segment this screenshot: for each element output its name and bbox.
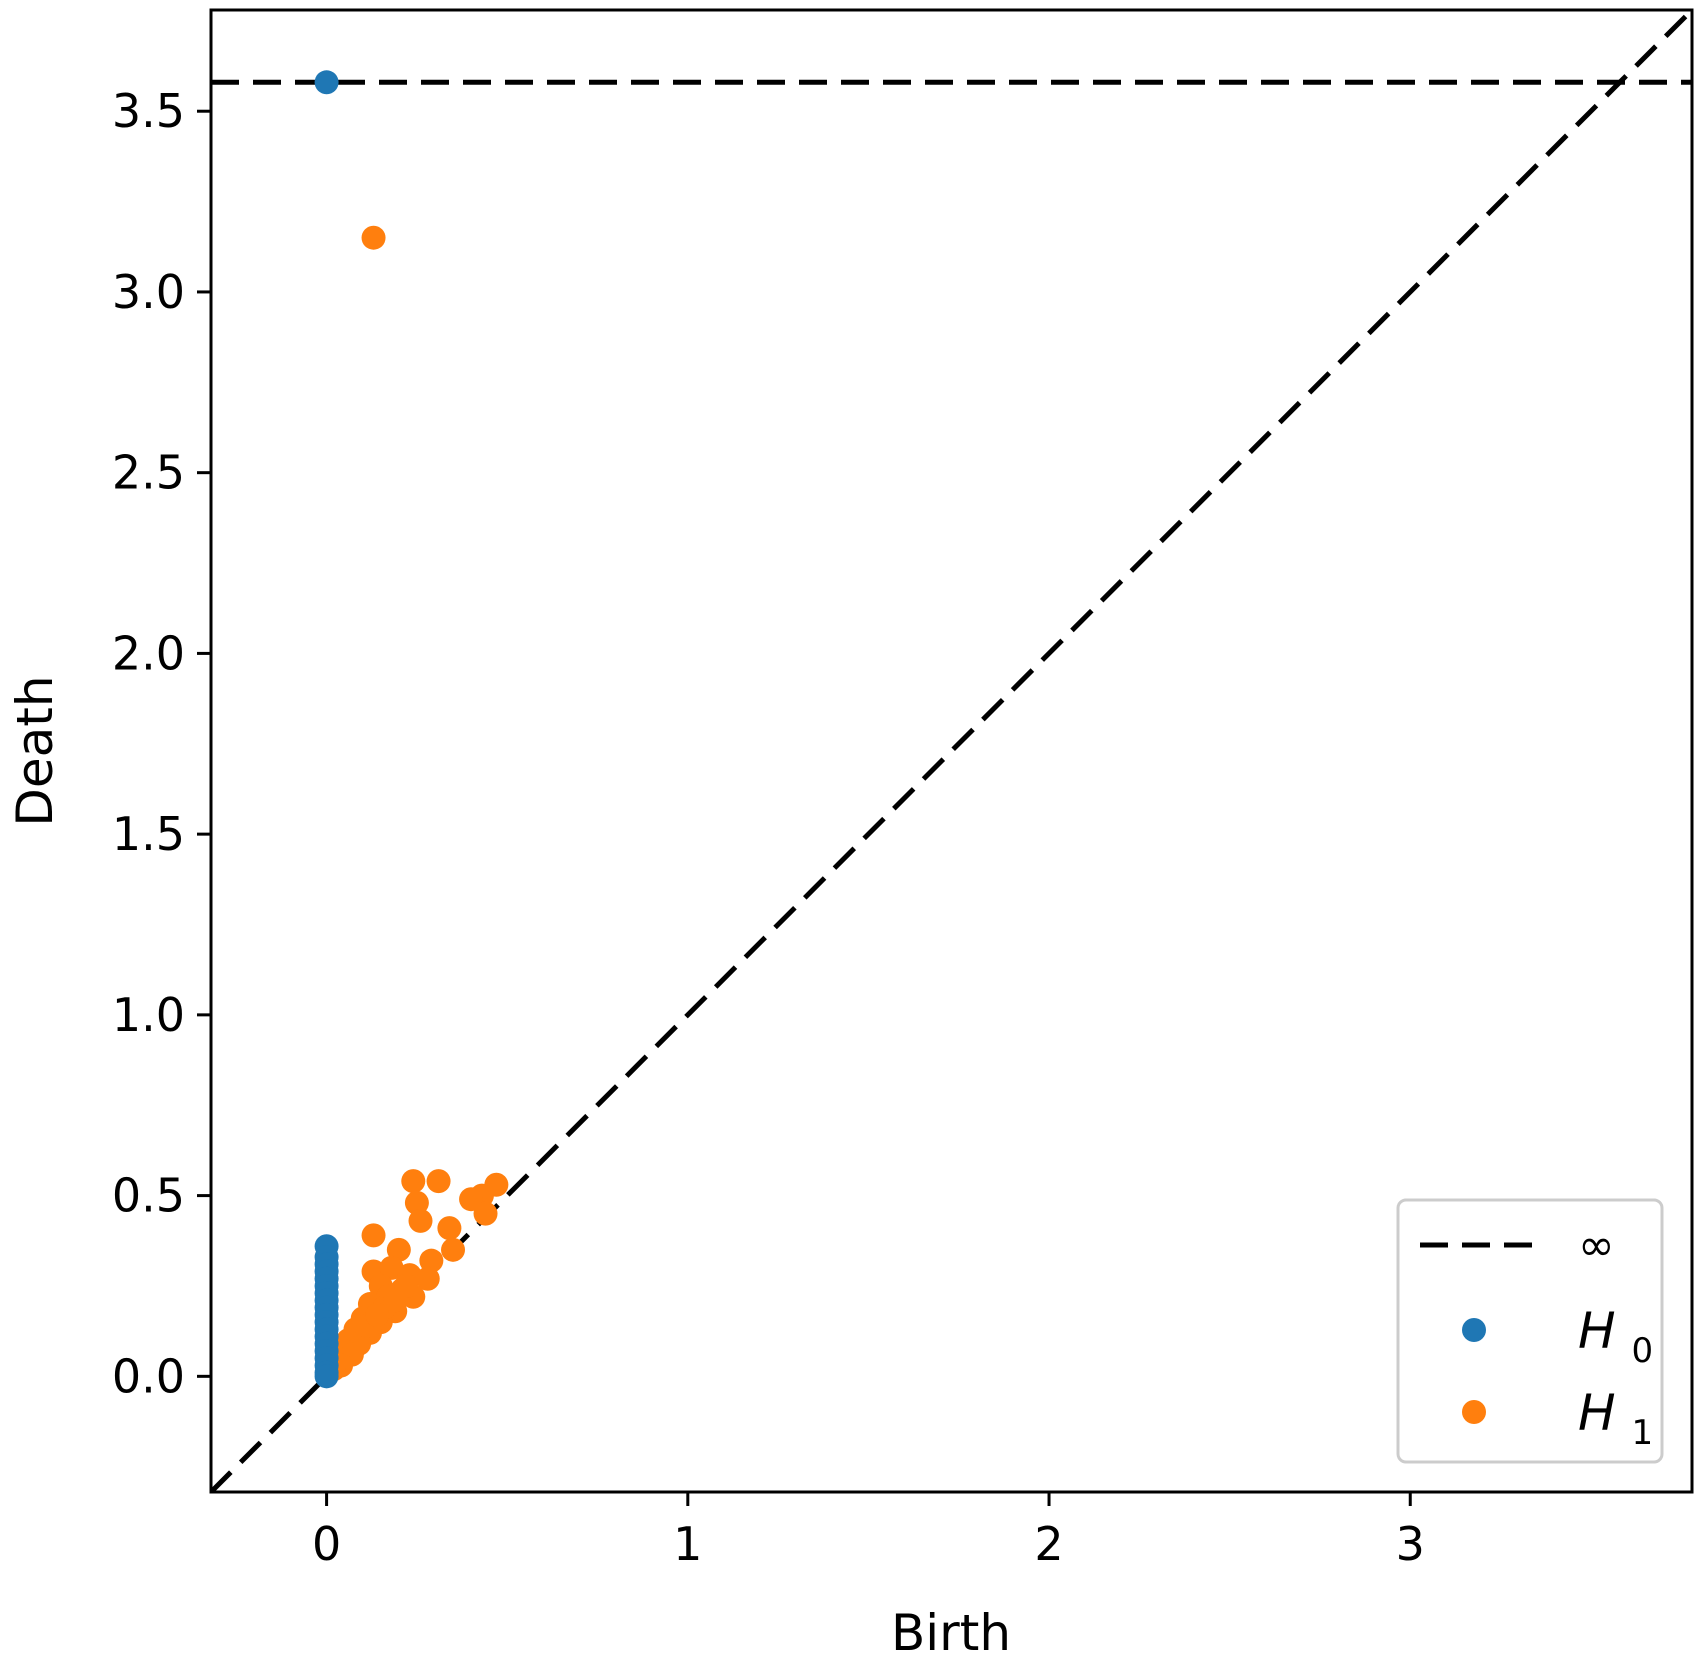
h1-point	[401, 1169, 426, 1194]
legend-h1-marker	[1462, 1400, 1486, 1424]
y-tick-label: 2.0	[112, 626, 185, 680]
y-tick-label: 0.0	[112, 1349, 185, 1403]
y-tick-label: 1.5	[112, 807, 185, 861]
h1-point	[404, 1190, 429, 1215]
legend-inf-label: ∞	[1578, 1220, 1615, 1271]
series-h1	[321, 225, 509, 1382]
h1-point	[437, 1216, 462, 1241]
y-tick-label: 2.5	[112, 446, 185, 500]
legend-h1-label: H 1	[1578, 1384, 1653, 1453]
legend-h0-letter: H	[1578, 1302, 1616, 1360]
x-tick-label: 3	[1396, 1517, 1425, 1571]
legend: ∞ H 0 H 1	[1396, 1198, 1664, 1464]
x-axis: 0 1 2 3	[312, 1492, 1425, 1571]
legend-box	[1396, 1198, 1664, 1464]
h1-point	[361, 1223, 386, 1248]
y-axis: 0.0 0.5 1.0 1.5 2.0 2.5 3.0 3.5	[112, 84, 211, 1403]
x-tick-label: 0	[312, 1517, 341, 1571]
y-axis-label: Death	[6, 675, 64, 826]
h1-point	[441, 1237, 466, 1262]
h1-point	[419, 1248, 444, 1273]
h1-point	[426, 1169, 451, 1194]
y-tick-label: 1.0	[112, 988, 185, 1042]
x-tick-label: 2	[1034, 1517, 1063, 1571]
x-tick-label: 1	[673, 1517, 702, 1571]
h1-point	[383, 1288, 408, 1313]
series-h0	[314, 70, 339, 1389]
legend-h1-sub: 1	[1632, 1413, 1654, 1453]
h0-point	[314, 70, 339, 95]
h1-point	[379, 1255, 404, 1280]
h1-point	[365, 1302, 390, 1327]
h1-point	[415, 1266, 440, 1291]
legend-h1-letter: H	[1578, 1384, 1616, 1442]
legend-h0-sub: 0	[1632, 1331, 1654, 1371]
y-tick-label: 3.5	[112, 84, 185, 138]
y-tick-label: 3.0	[112, 265, 185, 319]
h1-point	[386, 1237, 411, 1262]
x-axis-label: Birth	[891, 1604, 1011, 1656]
h1-point	[408, 1208, 433, 1233]
y-tick-label: 0.5	[112, 1169, 185, 1223]
h1-point	[473, 1201, 498, 1226]
legend-h0-label: H 0	[1578, 1302, 1653, 1371]
h0-point	[314, 1364, 339, 1389]
legend-h0-marker	[1462, 1318, 1486, 1342]
plot-frame	[209, 8, 1694, 1494]
h1-point	[361, 225, 386, 250]
